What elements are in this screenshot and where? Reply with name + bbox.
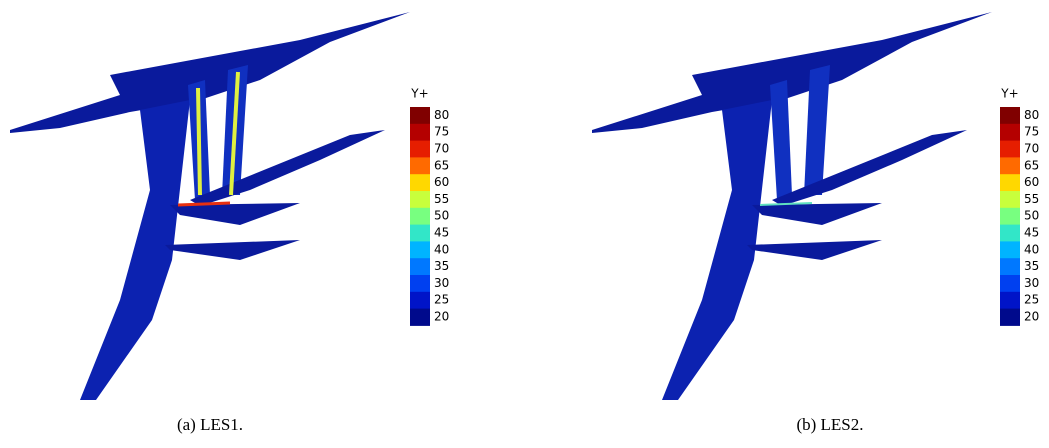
colorbar-band [1000, 308, 1020, 326]
colorbar-title: Y+ [410, 87, 428, 101]
colorbar-band [1000, 241, 1020, 259]
colorbar-band [410, 275, 430, 293]
colorbar-label: 40 [434, 242, 449, 256]
colorbar-band [1000, 191, 1020, 209]
colorbar-band [410, 258, 430, 276]
colorbar-label: 20 [1024, 310, 1039, 324]
colorbar-band [1000, 174, 1020, 192]
colorbar-label: 75 [434, 125, 449, 139]
colorbar-band [410, 123, 430, 142]
colorbar-label: 55 [434, 192, 449, 206]
colorbar-band [1000, 275, 1020, 293]
colorbar-band [410, 174, 430, 192]
colorbar-label: 65 [434, 158, 449, 172]
colorbar-title: Y+ [1000, 87, 1018, 101]
colorbar-label: 55 [1024, 192, 1039, 206]
colorbar-band [410, 140, 430, 158]
caption: (a) LES1. [177, 415, 243, 434]
colorbar-band [410, 241, 430, 259]
colorbar-label: 30 [434, 276, 449, 290]
colorbar-label: 60 [1024, 175, 1039, 189]
colorbar-band [410, 191, 430, 209]
colorbar-band [410, 157, 430, 175]
colorbar-band [1000, 107, 1020, 125]
colorbar-label: 35 [434, 259, 449, 273]
colorbar-label: 80 [434, 108, 449, 122]
render-les1 [10, 12, 410, 400]
colorbar-label: 35 [1024, 259, 1039, 273]
colorbar-label: 20 [434, 310, 449, 324]
colorbar-band [410, 308, 430, 326]
colorbar-label: 45 [1024, 226, 1039, 240]
colorbar-band [1000, 258, 1020, 276]
colorbar-label: 75 [1024, 125, 1039, 139]
colorbar-label: 80 [1024, 108, 1039, 122]
colorbar-label: 50 [434, 209, 449, 223]
colorbar-band [1000, 291, 1020, 310]
colorbar-label: 30 [1024, 276, 1039, 290]
colorbar-band [1000, 224, 1020, 242]
caption: (b) LES2. [796, 415, 863, 434]
colorbar-label: 60 [434, 175, 449, 189]
colorbar-band [1000, 140, 1020, 158]
colorbar-band [1000, 207, 1020, 226]
colorbar-label: 25 [434, 293, 449, 307]
colorbar-label: 65 [1024, 158, 1039, 172]
colorbar-label: 25 [1024, 293, 1039, 307]
colorbar: Y+ 80 75 70 65 60 55 50 45 40 35 30 25 20 [410, 87, 449, 326]
colorbar-band [1000, 157, 1020, 175]
colorbar-label: 70 [1024, 142, 1039, 156]
colorbar-label: 70 [434, 142, 449, 156]
colorbar-band [1000, 123, 1020, 142]
colorbar-label: 45 [434, 226, 449, 240]
colorbar: Y+ 80 75 70 65 60 55 50 45 40 35 30 25 20 [1000, 87, 1039, 326]
colorbar-band [410, 107, 430, 125]
colorbar-band [410, 224, 430, 242]
colorbar-band [410, 207, 430, 226]
colorbar-label: 40 [1024, 242, 1039, 256]
render-les2 [592, 12, 992, 400]
colorbar-label: 50 [1024, 209, 1039, 223]
colorbar-band [410, 291, 430, 310]
